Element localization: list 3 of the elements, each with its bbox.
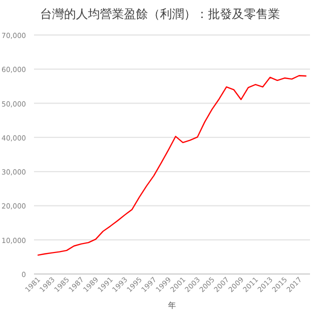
line-series	[37, 75, 307, 256]
chart-title: 台灣的人均營業盈餘（利潤）：批發及零售業	[40, 7, 280, 21]
x-axis-title: 年	[168, 301, 176, 310]
